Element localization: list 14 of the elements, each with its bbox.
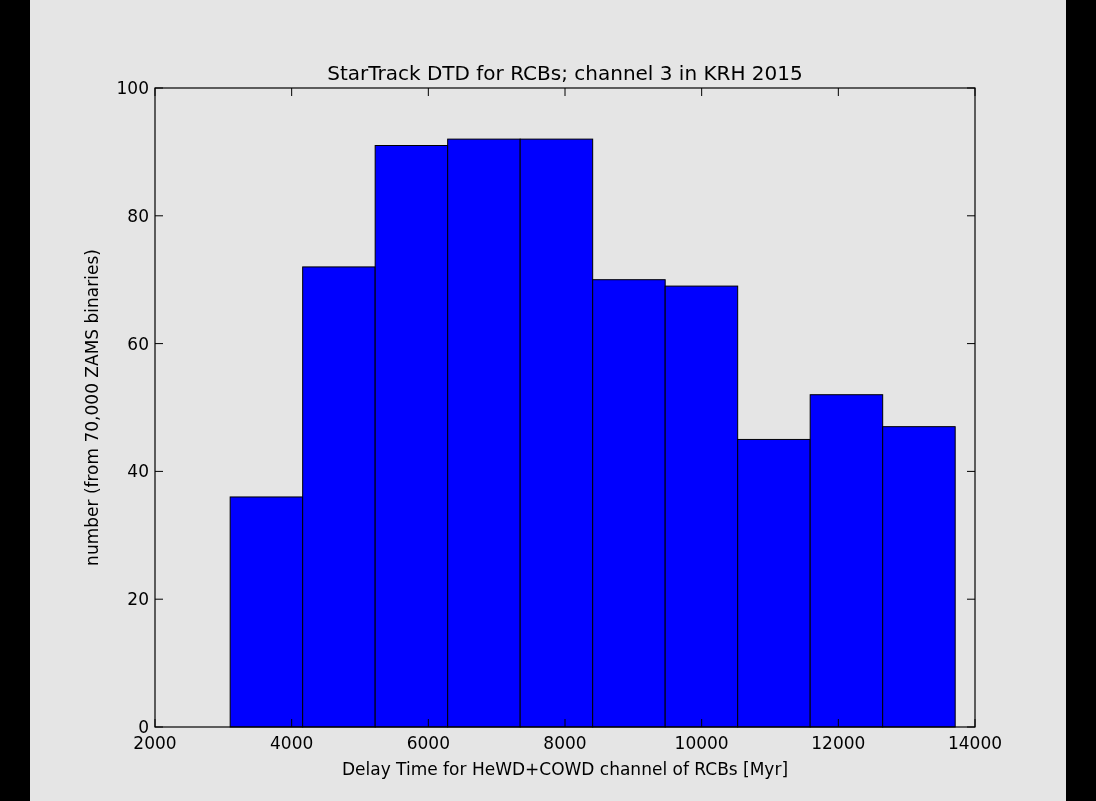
x-tick-label: 10000 bbox=[674, 733, 729, 753]
x-axis-title: Delay Time for HeWD+COWD channel of RCBs [Myr] bbox=[341, 759, 789, 779]
x-tick-label: 6000 bbox=[406, 733, 450, 753]
x-tick-label: 14000 bbox=[947, 733, 1003, 753]
x-tick-label: 4000 bbox=[270, 733, 314, 753]
y-axis-title: number (from 70,000 ZAMS binaries) bbox=[82, 249, 102, 566]
y-tick-label: 20 bbox=[127, 589, 149, 610]
chart-title: StarTrack DTD for RCBs; channel 3 in KRH 2015 bbox=[327, 61, 803, 85]
y-tick-label: 40 bbox=[127, 461, 149, 482]
x-tick-label: 12000 bbox=[811, 733, 866, 753]
y-tick-label: 100 bbox=[116, 78, 149, 98]
y-tick-label: 80 bbox=[127, 205, 149, 226]
y-tick-label: 60 bbox=[127, 333, 149, 354]
x-tick-label: 8000 bbox=[543, 733, 587, 753]
